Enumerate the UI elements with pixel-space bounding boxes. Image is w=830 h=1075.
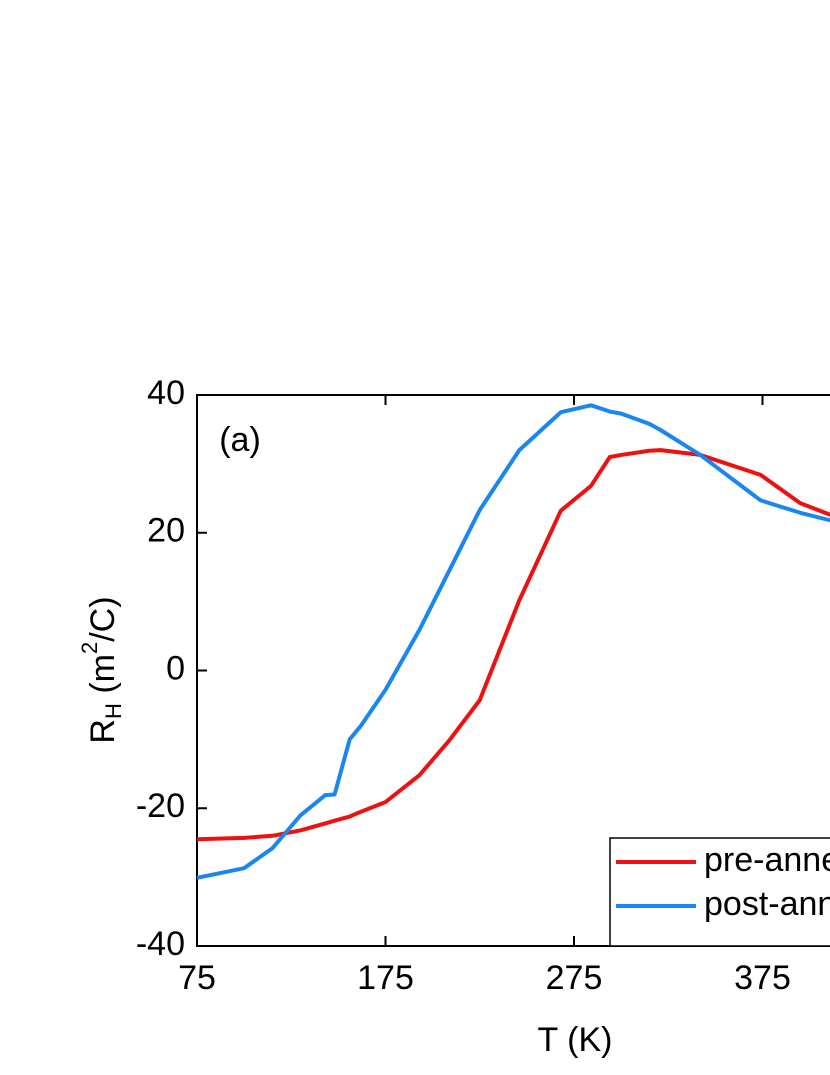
- y-label-sup: 2: [77, 642, 102, 654]
- y-label-close: /C): [84, 596, 122, 641]
- series-line: [196, 448, 830, 842]
- annotation: (a): [219, 421, 261, 459]
- y-label-main: R: [84, 719, 122, 744]
- y-tick-label: 20: [147, 512, 185, 550]
- x-axis-label: T (K): [538, 1021, 613, 1059]
- y-tick-label: -20: [136, 787, 185, 825]
- y-label-open: (m: [84, 654, 122, 703]
- series-line: [196, 403, 830, 880]
- x-tick-label: 175: [357, 959, 414, 997]
- y-label-sub: H: [101, 703, 126, 719]
- legend-label: post-annealing: [704, 885, 830, 923]
- y-tick-label: 0: [166, 649, 185, 687]
- y-axis-label: RH (m2/C): [77, 596, 126, 743]
- x-tick-label: 375: [734, 959, 791, 997]
- legend-box: [609, 837, 830, 947]
- y-tick-label: -40: [136, 925, 185, 963]
- x-tick-label: 275: [546, 959, 603, 997]
- legend-label: pre-annealing: [704, 841, 830, 879]
- x-tick-label: 75: [178, 959, 216, 997]
- y-tick-label: 40: [147, 374, 185, 412]
